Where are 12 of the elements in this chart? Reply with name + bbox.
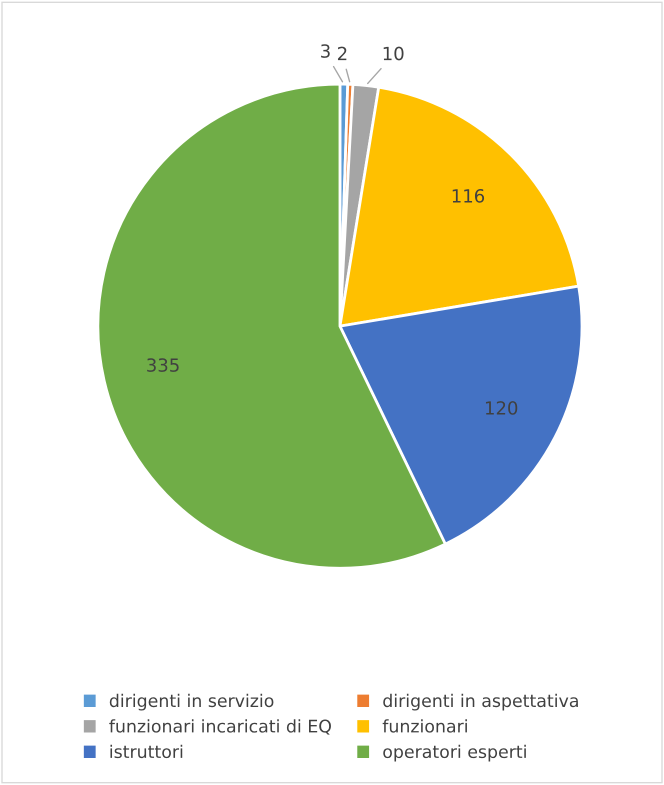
- data-label: 120: [486, 401, 518, 415]
- data-label: 335: [147, 358, 179, 372]
- legend-label: operatori esperti: [383, 744, 526, 762]
- data-label: 10: [384, 46, 404, 60]
- legend-label: dirigenti in aspettativa: [383, 694, 578, 711]
- data-label: 116: [452, 189, 484, 203]
- data-label: 2: [338, 46, 346, 60]
- legend-label: istruttori: [110, 744, 182, 758]
- data-label: 3: [321, 44, 330, 58]
- legend-label: dirigenti in servizio: [110, 694, 274, 711]
- legend-label: funzionari incaricati di EQ: [109, 719, 331, 735]
- legend-label: funzionari: [382, 719, 467, 733]
